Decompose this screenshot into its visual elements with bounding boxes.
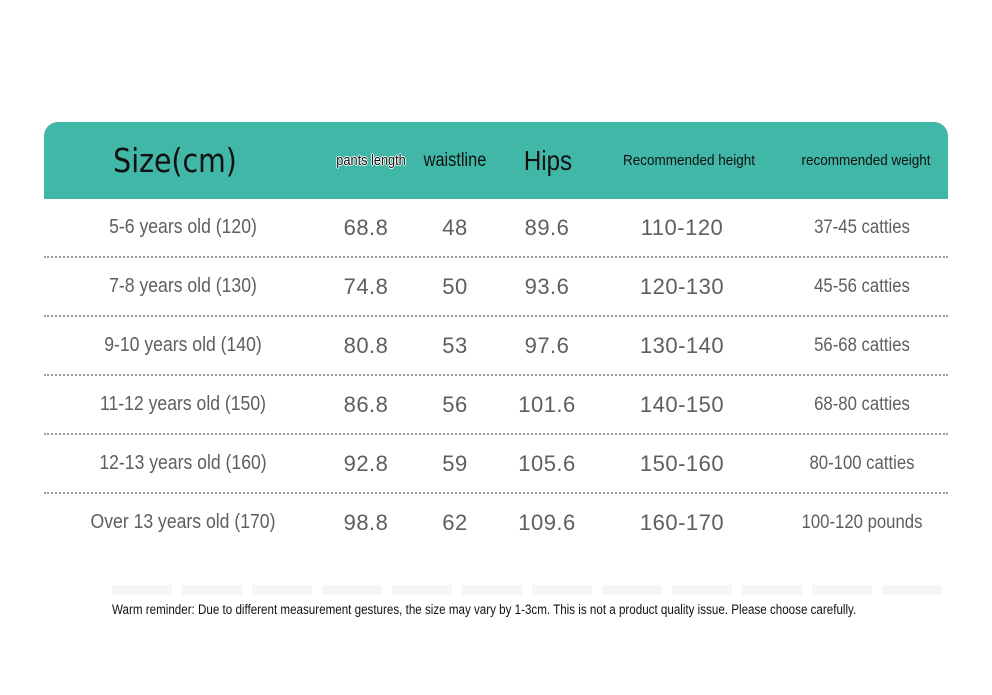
- header-size: Size(cm): [113, 141, 237, 180]
- size-cell: 12-13 years old (160): [99, 452, 267, 474]
- weight-cell: 37-45 catties: [814, 216, 910, 238]
- weight-cell: 80-100 catties: [809, 452, 915, 474]
- pants-length-cell: 74.8: [343, 273, 389, 299]
- header-waistline: waistline: [423, 149, 487, 171]
- size-cell: 11-12 years old (150): [100, 393, 266, 415]
- waistline-cell: 53: [442, 332, 468, 358]
- waistline-cell: 62: [442, 509, 468, 535]
- pants-length-cell: 86.8: [343, 391, 389, 417]
- faded-divider: [112, 585, 942, 595]
- hips-cell: 97.6: [524, 332, 570, 358]
- size-cell: Over 13 years old (170): [90, 511, 276, 533]
- header-pants-length: pants length: [336, 152, 406, 169]
- hips-cell: 89.6: [524, 214, 570, 240]
- height-cell: 150-160: [639, 450, 725, 476]
- hips-cell: 109.6: [518, 509, 576, 535]
- waistline-cell: 48: [442, 214, 468, 240]
- weight-cell: 56-68 catties: [814, 334, 910, 356]
- table-row: Over 13 years old (170) 98.8 62 109.6 16…: [44, 494, 948, 551]
- waistline-cell: 56: [442, 391, 468, 417]
- hips-cell: 101.6: [518, 391, 576, 417]
- table-row: 11-12 years old (150) 86.8 56 101.6 140-…: [44, 376, 948, 435]
- waistline-cell: 50: [442, 273, 468, 299]
- size-chart-table: Size(cm) pants length waistline Hips Rec…: [44, 122, 948, 551]
- pants-length-cell: 98.8: [343, 509, 389, 535]
- pants-length-cell: 80.8: [343, 332, 389, 358]
- table-row: 7-8 years old (130) 74.8 50 93.6 120-130…: [44, 258, 948, 317]
- hips-cell: 105.6: [518, 450, 576, 476]
- header-recommended-height: Recommended height: [622, 152, 756, 169]
- header-recommended-weight: recommended weight: [801, 152, 931, 169]
- size-cell: 9-10 years old (140): [104, 334, 262, 356]
- height-cell: 130-140: [639, 332, 725, 358]
- waistline-cell: 59: [442, 450, 468, 476]
- height-cell: 110-120: [640, 214, 724, 240]
- table-row: 9-10 years old (140) 80.8 53 97.6 130-14…: [44, 317, 948, 376]
- pants-length-cell: 92.8: [343, 450, 389, 476]
- warm-reminder-note: Warm reminder: Due to different measurem…: [112, 602, 857, 617]
- height-cell: 160-170: [639, 509, 725, 535]
- header-hips: Hips: [523, 144, 573, 176]
- weight-cell: 68-80 catties: [814, 393, 910, 415]
- height-cell: 140-150: [639, 391, 725, 417]
- table-row: 12-13 years old (160) 92.8 59 105.6 150-…: [44, 435, 948, 494]
- table-row: 5-6 years old (120) 68.8 48 89.6 110-120…: [44, 199, 948, 258]
- size-cell: 5-6 years old (120): [109, 216, 257, 238]
- pants-length-cell: 68.8: [343, 214, 389, 240]
- size-cell: 7-8 years old (130): [109, 275, 257, 297]
- table-header: Size(cm) pants length waistline Hips Rec…: [44, 122, 948, 199]
- weight-cell: 100-120 pounds: [801, 511, 923, 533]
- weight-cell: 45-56 catties: [814, 275, 910, 297]
- height-cell: 120-130: [639, 273, 725, 299]
- hips-cell: 93.6: [524, 273, 570, 299]
